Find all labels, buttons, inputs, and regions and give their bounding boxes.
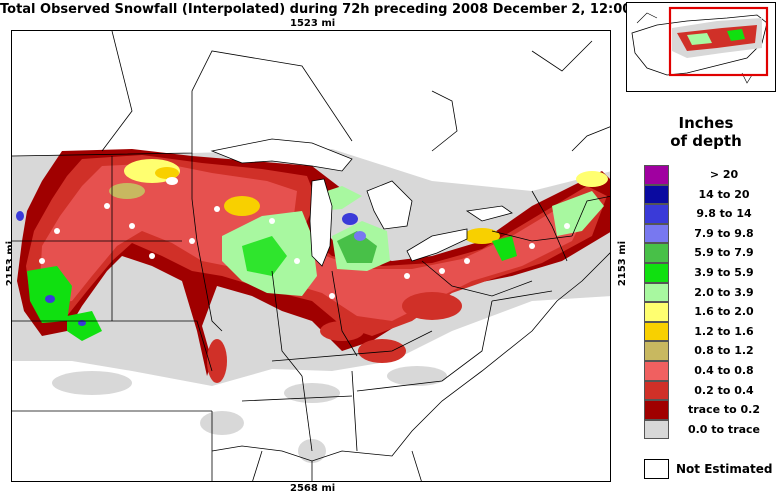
- legend-swatch: [644, 302, 669, 322]
- legend-swatch: [644, 360, 669, 381]
- legend-swatch: [644, 380, 669, 401]
- very-heavy-snow-pockets: [16, 211, 366, 326]
- legend-swatch: [644, 341, 669, 361]
- legend-swatch: [644, 165, 669, 185]
- legend-row: 0.8 to 1.2: [644, 341, 778, 361]
- legend-row: 1.2 to 1.6: [644, 321, 778, 342]
- moderate-snow-patches: [109, 159, 608, 244]
- legend-row: 0.4 to 0.8: [644, 360, 778, 381]
- legend-title-line2: of depth: [670, 132, 742, 150]
- great-lakes: [210, 138, 513, 267]
- legend-swatch: [644, 223, 669, 244]
- unestimated-specks: [39, 203, 570, 299]
- legend-row: 7.9 to 9.8: [644, 223, 778, 244]
- legend-swatch: [644, 243, 669, 263]
- legend-label: 5.9 to 7.9: [694, 246, 754, 260]
- legend-swatch: [644, 419, 669, 440]
- map-bottom-width-label: 2568 mi: [290, 483, 336, 494]
- legend-swatch: [644, 321, 669, 342]
- legend-row: 9.8 to 14: [644, 204, 778, 224]
- legend-row: 14 to 20: [644, 184, 778, 205]
- legend-label: trace to 0.2: [687, 403, 761, 417]
- legend-row: 1.6 to 2.0: [644, 302, 778, 322]
- legend-row: 0.0 to trace: [644, 419, 778, 440]
- legend-swatch: [644, 282, 669, 303]
- not-estimated-label: Not Estimated: [676, 462, 773, 476]
- legend-row: 3.9 to 5.9: [644, 262, 778, 283]
- legend-label: 1.6 to 2.0: [694, 305, 754, 319]
- lake-erie: [406, 228, 468, 262]
- legend-label: 0.4 to 0.8: [694, 363, 754, 377]
- legend-swatch: [644, 400, 669, 420]
- snowfall-legend: > 20 14 to 20 9.8 to 14 7.9 to 9.8 5.9 to 7.…: [644, 165, 778, 440]
- map-right-height-label: 2153 mi: [617, 240, 629, 287]
- inset-view-rectangle: [668, 6, 769, 77]
- snowfall-map-canvas: [12, 31, 610, 481]
- legend-row: 5.9 to 7.9: [644, 243, 778, 263]
- locator-inset-map[interactable]: [626, 2, 776, 92]
- legend-label: 1.2 to 1.6: [694, 324, 754, 338]
- ohio-valley-snow: [207, 292, 462, 383]
- locator-inset-canvas: [631, 6, 769, 84]
- legend-label: > 20: [709, 168, 739, 181]
- legend-row: 0.2 to 0.4: [644, 380, 778, 401]
- legend-row: trace to 0.2: [644, 400, 778, 420]
- legend-label: 0.8 to 1.2: [694, 344, 754, 358]
- legend-not-estimated: Not Estimated: [644, 459, 778, 479]
- map-title: Total Observed Snowfall (Interpolated) d…: [0, 2, 646, 17]
- legend-label: 7.9 to 9.8: [694, 226, 754, 240]
- legend-swatch: [644, 204, 669, 224]
- legend-label: 0.0 to trace: [687, 422, 761, 436]
- map-top-width-label: 1523 mi: [290, 18, 336, 29]
- legend-swatch: [644, 262, 669, 283]
- legend-swatch: [644, 184, 669, 205]
- not-estimated-swatch: [644, 459, 669, 479]
- legend-row: 2.0 to 3.9: [644, 282, 778, 303]
- legend-label: 2.0 to 3.9: [694, 285, 754, 299]
- lake-huron: [366, 180, 413, 230]
- legend-label: 9.8 to 14: [696, 207, 752, 221]
- legend-title-line1: Inches: [678, 114, 734, 132]
- legend-row: > 20: [644, 165, 778, 185]
- legend-label: 3.9 to 5.9: [694, 265, 754, 279]
- legend-label: 14 to 20: [698, 187, 750, 201]
- lake-ontario: [465, 205, 513, 222]
- legend-title: Inches of depth: [636, 114, 776, 150]
- legend-label: 0.2 to 0.4: [694, 383, 754, 397]
- lake-michigan: [309, 178, 333, 267]
- state-boundaries: [12, 31, 610, 481]
- lake-superior: [210, 138, 353, 172]
- snowfall-map[interactable]: [11, 30, 611, 482]
